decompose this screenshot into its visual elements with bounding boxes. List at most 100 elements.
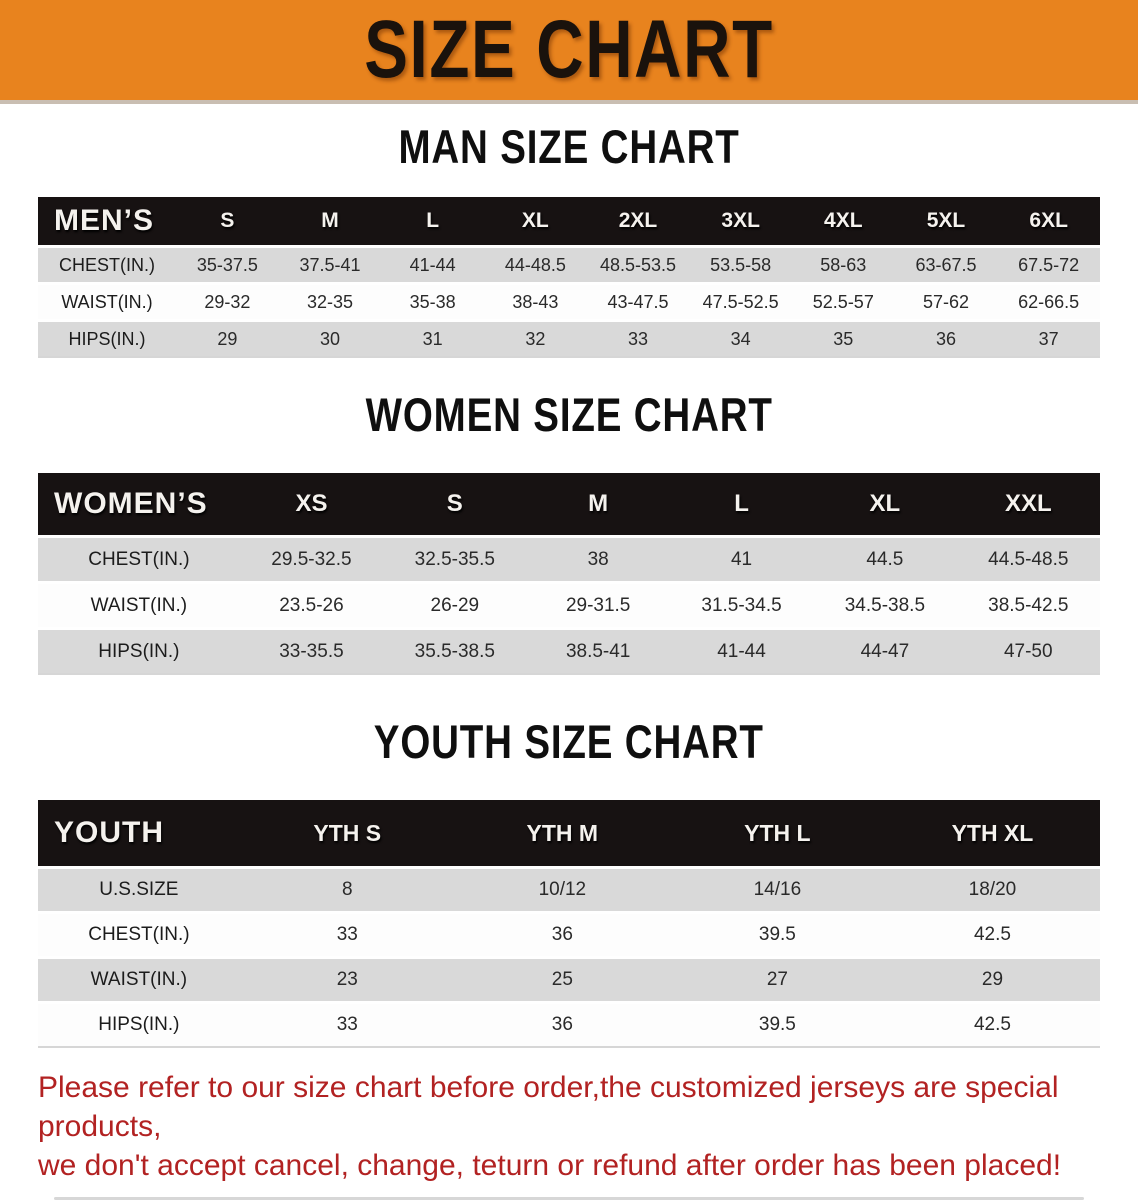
size-value-cell: 33 bbox=[586, 320, 690, 358]
size-value-cell: 63-67.5 bbox=[894, 246, 998, 285]
size-column-header: M bbox=[278, 197, 382, 248]
size-header-row: MEN’S S M L XL 2XL 3XL 4XL 5XL 6XL bbox=[38, 197, 1100, 248]
youth-size-section: YOUTH SIZE CHART YOUTH YTH S YTH M YTH L YTH… bbox=[0, 715, 1138, 1048]
measure-row-label: HIPS(IN.) bbox=[38, 1002, 240, 1048]
size-value-cell: 33 bbox=[239, 912, 455, 959]
size-value-cell: 26-29 bbox=[383, 582, 527, 630]
size-value-cell: 23 bbox=[239, 957, 455, 1004]
size-value-cell: 44-48.5 bbox=[484, 246, 587, 285]
size-value-cell: 44.5-48.5 bbox=[956, 536, 1100, 584]
size-column-header: 5XL bbox=[894, 197, 998, 248]
size-value-cell: 41-44 bbox=[669, 628, 814, 675]
women-size-section: WOMEN SIZE CHART WOMEN’S XS S M L XL XXL CHEST(… bbox=[0, 388, 1138, 675]
size-chart-content: MAN SIZE CHART MEN’S S M L XL 2XL 3XL 4XL 5XL 6XL… bbox=[0, 120, 1138, 1200]
size-value-cell: 30 bbox=[278, 320, 382, 358]
measure-row-label: CHEST(IN.) bbox=[38, 246, 177, 285]
size-column-header: XS bbox=[239, 473, 384, 538]
size-value-cell: 41 bbox=[669, 536, 814, 584]
size-value-cell: 34.5-38.5 bbox=[813, 582, 957, 630]
size-column-header: L bbox=[381, 197, 485, 248]
size-value-cell: 35.5-38.5 bbox=[383, 628, 527, 675]
size-value-cell: 32 bbox=[484, 320, 587, 358]
banner-title-text: SIZE CHART bbox=[364, 4, 774, 95]
size-value-cell: 25 bbox=[454, 957, 670, 1004]
size-value-cell: 67.5-72 bbox=[997, 246, 1100, 285]
measure-row: HIPS(IN.) 33 36 39.5 42.5 bbox=[38, 1002, 1100, 1048]
order-disclaimer: Please refer to our size chart before or… bbox=[38, 1068, 1138, 1185]
size-value-cell: 41-44 bbox=[381, 246, 485, 285]
size-value-cell: 47.5-52.5 bbox=[689, 283, 792, 322]
size-value-cell: 29 bbox=[884, 957, 1100, 1004]
size-value-cell: 36 bbox=[894, 320, 998, 358]
measure-row-label: WAIST(IN.) bbox=[38, 283, 177, 322]
size-value-cell: 31.5-34.5 bbox=[669, 582, 814, 630]
size-value-cell: 37 bbox=[997, 320, 1100, 358]
size-column-header: XL bbox=[484, 197, 587, 248]
size-column-header: YTH L bbox=[669, 800, 885, 869]
women-section-heading: WOMEN SIZE CHART bbox=[0, 388, 1138, 451]
size-value-cell: 32-35 bbox=[278, 283, 382, 322]
size-column-header: 4XL bbox=[791, 197, 895, 248]
measure-row-label: CHEST(IN.) bbox=[38, 912, 240, 959]
size-value-cell: 39.5 bbox=[669, 912, 885, 959]
size-column-header: XL bbox=[813, 473, 957, 538]
men-section-heading: MAN SIZE CHART bbox=[0, 120, 1138, 183]
size-value-cell: 42.5 bbox=[884, 1002, 1100, 1048]
youth-section-heading: YOUTH SIZE CHART bbox=[0, 715, 1138, 778]
size-column-header: YTH XL bbox=[884, 800, 1100, 869]
size-value-cell: 36 bbox=[454, 1002, 670, 1048]
size-column-header: YTH S bbox=[239, 800, 455, 869]
youth-section-heading-text: YOUTH SIZE CHART bbox=[374, 715, 764, 768]
women-size-table: WOMEN’S XS S M L XL XXL CHEST(IN.) 29.5-32.5 32.5… bbox=[38, 473, 1100, 675]
size-value-cell: 53.5-58 bbox=[689, 246, 792, 285]
size-value-cell: 29 bbox=[176, 320, 279, 358]
size-value-cell: 10/12 bbox=[454, 867, 670, 914]
table-corner-label: MEN’S bbox=[38, 197, 177, 248]
banner-title: SIZE CHART bbox=[313, 9, 825, 91]
size-value-cell: 18/20 bbox=[884, 867, 1100, 914]
size-value-cell: 43-47.5 bbox=[586, 283, 690, 322]
women-section-heading-text: WOMEN SIZE CHART bbox=[365, 388, 773, 441]
size-column-header: YTH M bbox=[454, 800, 670, 869]
measure-row-label: HIPS(IN.) bbox=[38, 320, 177, 358]
size-value-cell: 35 bbox=[791, 320, 895, 358]
measure-row: WAIST(IN.) 23 25 27 29 bbox=[38, 957, 1100, 1004]
size-value-cell: 62-66.5 bbox=[997, 283, 1100, 322]
size-value-cell: 38.5-41 bbox=[526, 628, 670, 675]
size-value-cell: 32.5-35.5 bbox=[383, 536, 527, 584]
measure-row: CHEST(IN.) 33 36 39.5 42.5 bbox=[38, 912, 1100, 959]
men-size-section: MAN SIZE CHART MEN’S S M L XL 2XL 3XL 4XL 5XL 6XL… bbox=[0, 120, 1138, 358]
table-corner-label: YOUTH bbox=[38, 800, 240, 869]
size-value-cell: 39.5 bbox=[669, 1002, 885, 1048]
size-header-row: WOMEN’S XS S M L XL XXL bbox=[38, 473, 1100, 538]
size-value-cell: 48.5-53.5 bbox=[586, 246, 690, 285]
youth-size-table: YOUTH YTH S YTH M YTH L YTH XL U.S.SIZE 8 10/12… bbox=[38, 800, 1100, 1048]
size-value-cell: 58-63 bbox=[791, 246, 895, 285]
size-value-cell: 14/16 bbox=[669, 867, 885, 914]
size-value-cell: 27 bbox=[669, 957, 885, 1004]
size-value-cell: 23.5-26 bbox=[239, 582, 384, 630]
size-value-cell: 35-37.5 bbox=[176, 246, 279, 285]
measure-row: U.S.SIZE 8 10/12 14/16 18/20 bbox=[38, 867, 1100, 914]
men-section-heading-text: MAN SIZE CHART bbox=[398, 120, 740, 173]
size-value-cell: 44-47 bbox=[813, 628, 957, 675]
size-value-cell: 38-43 bbox=[484, 283, 587, 322]
size-value-cell: 47-50 bbox=[956, 628, 1100, 675]
size-value-cell: 38 bbox=[526, 536, 670, 584]
size-column-header: 2XL bbox=[586, 197, 690, 248]
size-value-cell: 29-32 bbox=[176, 283, 279, 322]
measure-row: HIPS(IN.) 33-35.5 35.5-38.5 38.5-41 41-44 44-… bbox=[38, 628, 1100, 675]
measure-row-label: HIPS(IN.) bbox=[38, 628, 240, 675]
size-column-header: 3XL bbox=[689, 197, 792, 248]
size-value-cell: 38.5-42.5 bbox=[956, 582, 1100, 630]
size-value-cell: 42.5 bbox=[884, 912, 1100, 959]
size-column-header: S bbox=[176, 197, 279, 248]
size-value-cell: 44.5 bbox=[813, 536, 957, 584]
disclaimer-line-2: we don't accept cancel, change, teturn o… bbox=[38, 1149, 1062, 1182]
measure-row-label: U.S.SIZE bbox=[38, 867, 240, 914]
measure-row: WAIST(IN.) 23.5-26 26-29 29-31.5 31.5-34.5 34… bbox=[38, 582, 1100, 630]
size-column-header: L bbox=[669, 473, 814, 538]
size-value-cell: 37.5-41 bbox=[278, 246, 382, 285]
size-value-cell: 29-31.5 bbox=[526, 582, 670, 630]
size-value-cell: 33 bbox=[239, 1002, 455, 1048]
